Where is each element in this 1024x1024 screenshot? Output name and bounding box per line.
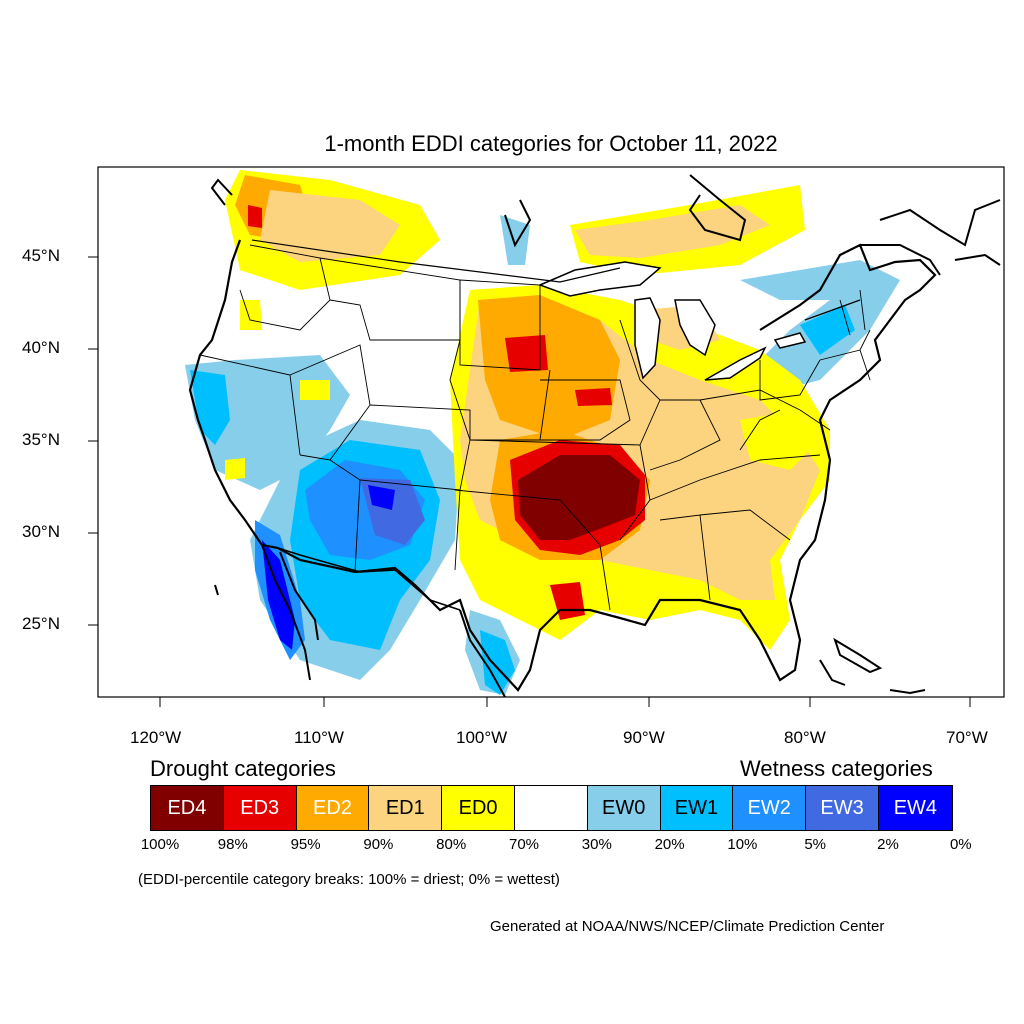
- percentile-label: 20%: [654, 836, 685, 853]
- us-mexico-border: [277, 547, 461, 611]
- ed0-spots-west: [225, 300, 330, 480]
- lon-label-110w: 110°W: [294, 728, 344, 747]
- drought-heading: Drought categories: [150, 756, 336, 781]
- lat-label-30: 30°N: [22, 522, 60, 541]
- lat-label-25: 25°N: [22, 614, 60, 633]
- lon-label-70w: 70°W: [946, 728, 988, 747]
- percentile-label: 70%: [508, 836, 540, 853]
- legend-swatch-ew3: EW3: [806, 786, 879, 830]
- legend-swatch-ew2: EW2: [733, 786, 807, 830]
- lake-michigan: [634, 297, 661, 380]
- ed0-region-virginia: [740, 410, 820, 470]
- ed1-region-canada-east: [575, 205, 770, 258]
- category-shading: [185, 170, 900, 695]
- legend-swatch-ed2: ED2: [296, 786, 370, 830]
- legend-swatch-ew4: EW4: [878, 786, 952, 830]
- ed1-region-canada-west: [260, 190, 400, 262]
- legend-swatch-ew0: EW0: [587, 786, 661, 830]
- category-breaks-note: (EDDI-percentile category breaks: 100% =…: [138, 871, 560, 888]
- percentile-label: 2%: [877, 836, 899, 853]
- axis-ticks: [88, 256, 971, 707]
- lake-superior: [537, 261, 662, 297]
- wetness-heading: Wetness categories: [740, 756, 933, 781]
- us-canada-border: [251, 239, 861, 321]
- legend-colorbar: ED4 ED3 ED2 ED1 ED0 EW0 EW1 EW2 EW3 EW4: [150, 785, 953, 831]
- mexico-gulf-coast: [459, 609, 506, 697]
- ed4-region-oklahoma: [518, 455, 640, 540]
- ed3-spot-washington: [248, 205, 262, 228]
- baja-peninsula: [261, 544, 319, 681]
- ew4-spot-new-mexico: [368, 485, 395, 510]
- legend-swatch-ed0: ED0: [442, 786, 515, 830]
- percentile-label: 90%: [363, 836, 394, 853]
- percentile-label: 10%: [727, 836, 758, 853]
- percentile-label: 98%: [217, 836, 248, 853]
- canada-coast: [210, 174, 1001, 276]
- ew1-region-new-york: [800, 305, 855, 355]
- great-lakes: [537, 261, 807, 381]
- percentile-label: 5%: [804, 836, 827, 853]
- legend-swatch-ew1: EW1: [660, 786, 734, 830]
- political-boundaries: [188, 174, 1001, 697]
- legend-swatch-ed4: ED4: [151, 786, 224, 830]
- ed3-region-south-dakota: [505, 335, 548, 372]
- lake-erie: [704, 346, 767, 381]
- credit-line: Generated at NOAA/NWS/NCEP/Climate Predi…: [490, 918, 885, 935]
- percentile-label: 30%: [581, 836, 612, 853]
- us-outline: [188, 239, 937, 692]
- map-title: 1-month EDDI categories for October 11, …: [324, 131, 778, 156]
- percentile-label: 95%: [290, 836, 321, 853]
- lat-label-40: 40°N: [22, 338, 60, 357]
- lon-label-120w: 120°W: [130, 728, 182, 747]
- legend-swatch-ed3: ED3: [223, 786, 297, 830]
- lat-label-35: 35°N: [22, 430, 60, 449]
- percentile-label: 80%: [436, 836, 467, 853]
- lat-label-45: 45°N: [22, 246, 60, 265]
- lon-label-100w: 100°W: [456, 728, 508, 747]
- lake-huron: [674, 299, 716, 357]
- lon-label-80w: 80°W: [784, 728, 826, 747]
- lake-ontario: [773, 332, 807, 349]
- legend-swatch-ed1: ED1: [369, 786, 443, 830]
- legend-swatch-normal: [514, 786, 588, 830]
- percentile-label: 0%: [949, 836, 972, 853]
- map-frame: [97, 166, 1005, 698]
- state-lines: [199, 244, 871, 611]
- lon-label-90w: 90°W: [623, 728, 665, 747]
- percentile-label: 100%: [140, 836, 180, 853]
- islands: [214, 584, 926, 695]
- ed3-region-iowa: [575, 388, 612, 406]
- ew0-region-lake-michigan: [500, 215, 530, 265]
